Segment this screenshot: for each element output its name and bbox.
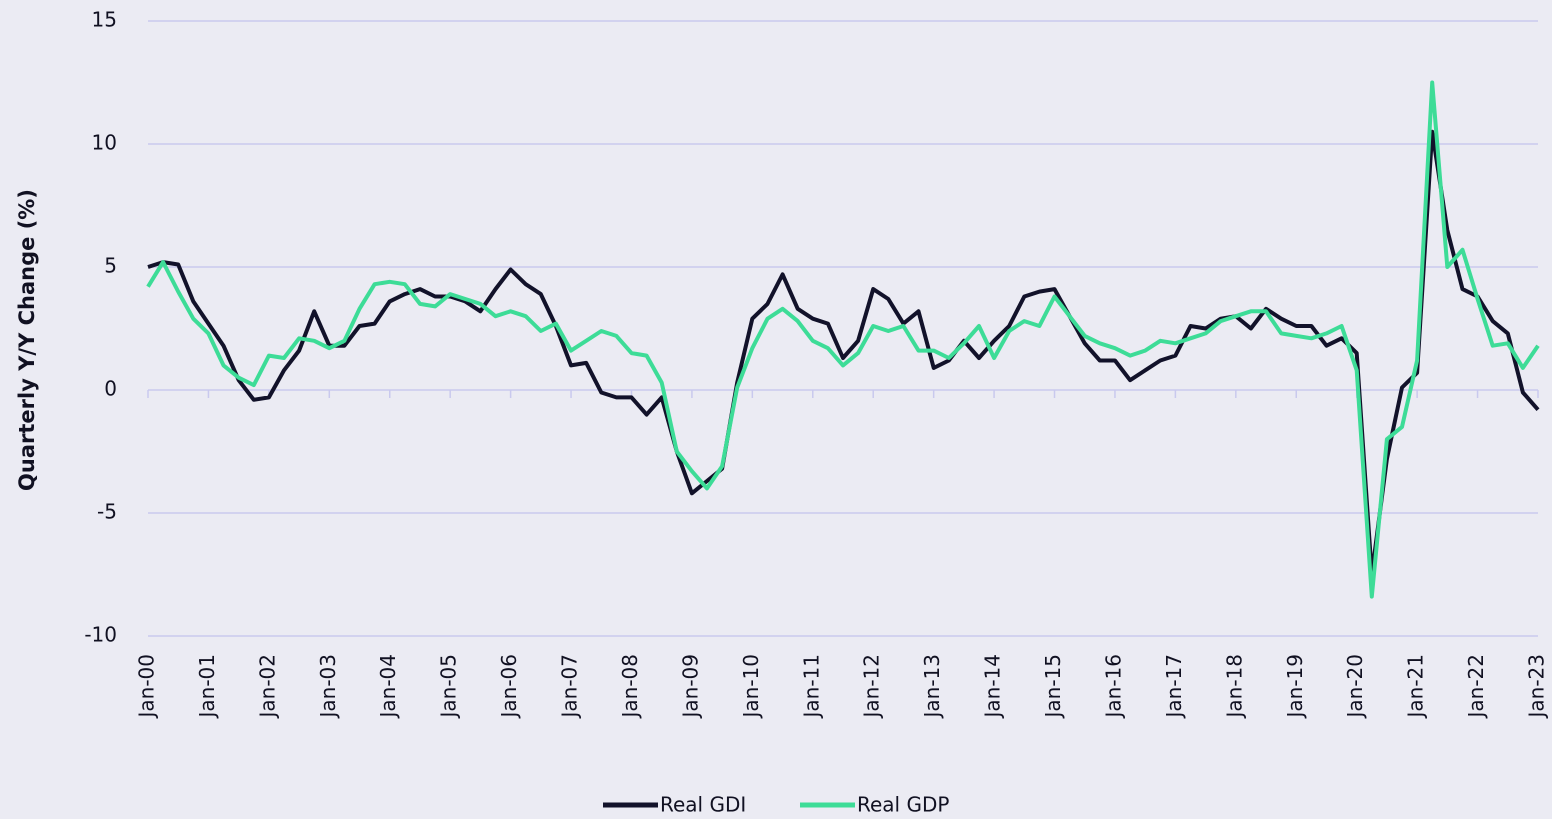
x-tick-label: Jan-08 [618, 654, 642, 720]
y-tick-label: 10 [92, 131, 117, 155]
x-tick-label: Jan-12 [860, 654, 884, 720]
x-tick-label: Jan-21 [1404, 654, 1428, 720]
legend-label: Real GDI [660, 793, 746, 817]
x-tick-label: Jan-17 [1162, 654, 1186, 720]
x-tick-label: Jan-16 [1101, 654, 1125, 720]
x-tick-label: Jan-19 [1283, 654, 1307, 720]
x-tick-label: Jan-03 [316, 654, 340, 720]
y-tick-label: 0 [104, 377, 117, 401]
x-tick-label: Jan-05 [437, 654, 461, 720]
x-tick-label: Jan-01 [195, 654, 219, 720]
x-tick-label: Jan-09 [678, 654, 702, 720]
x-tick-label: Jan-07 [558, 654, 582, 720]
x-tick-label: Jan-06 [497, 654, 521, 720]
x-tick-label: Jan-22 [1464, 654, 1488, 720]
y-tick-label: -5 [97, 500, 117, 524]
x-tick-label: Jan-11 [799, 654, 823, 720]
x-tick-label: Jan-18 [1222, 654, 1246, 720]
y-tick-label: -10 [84, 623, 117, 647]
x-tick-label: Jan-23 [1525, 654, 1549, 720]
y-tick-label: 15 [92, 8, 117, 32]
x-tick-label: Jan-13 [920, 654, 944, 720]
x-tick-label: Jan-02 [255, 654, 279, 720]
y-tick-label: 5 [104, 254, 117, 278]
line-series [147, 129, 1540, 577]
x-tick-label: Jan-15 [1041, 654, 1065, 720]
x-tick-label: Jan-00 [135, 654, 159, 720]
legend-label: Real GDP [857, 793, 949, 817]
x-tick-label: Jan-04 [376, 654, 400, 720]
x-tick-label: Jan-14 [981, 654, 1005, 720]
x-tick-label: Jan-10 [739, 654, 763, 720]
x-tick-label: Jan-20 [1343, 654, 1367, 720]
y-axis-title: Quarterly Y/Y Change (%) [15, 189, 39, 491]
line-series [146, 80, 1540, 599]
